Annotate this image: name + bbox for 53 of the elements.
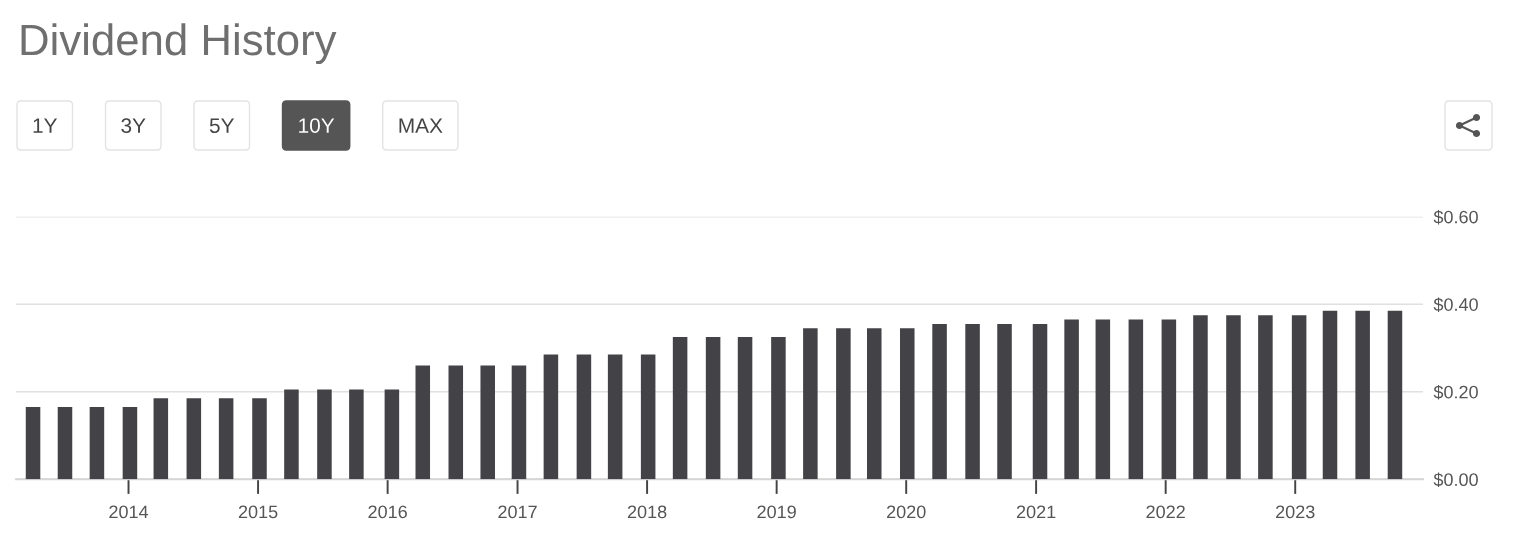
text: 1Y xyxy=(33,118,58,133)
text: MAX xyxy=(399,118,443,133)
bar xyxy=(1064,319,1079,480)
bar xyxy=(480,365,495,480)
bar xyxy=(543,354,559,480)
x-tick-label: 2022 xyxy=(1146,505,1185,519)
bar xyxy=(737,337,753,480)
y-tick-label: $0.00 xyxy=(1433,472,1478,488)
bar xyxy=(1128,319,1144,480)
text: 10Y xyxy=(299,118,335,134)
y-tick-label: $0.20 xyxy=(1433,384,1478,400)
bar xyxy=(1387,310,1403,480)
bar xyxy=(1226,315,1241,480)
bar xyxy=(349,389,364,480)
x-tick-label: 2016 xyxy=(368,505,407,519)
x-tick-label: 2017 xyxy=(498,505,537,519)
bar xyxy=(186,398,202,480)
text: 3Y xyxy=(121,118,146,134)
x-tick-label: 2014 xyxy=(109,505,149,519)
text: 5Y xyxy=(209,118,235,134)
x-tick-label: 2021 xyxy=(1016,505,1056,519)
y-tick-label: $0.40 xyxy=(1433,297,1478,313)
bar xyxy=(965,323,980,480)
x-tick-label: 2015 xyxy=(238,505,278,519)
bar xyxy=(1258,315,1273,480)
bar xyxy=(1095,319,1111,480)
bar xyxy=(57,407,73,480)
bar xyxy=(1193,315,1208,480)
x-tick-label: 2020 xyxy=(887,505,926,519)
bar xyxy=(317,389,332,480)
bar xyxy=(672,337,688,480)
x-tick-label: 2018 xyxy=(627,505,667,519)
bar xyxy=(997,323,1012,480)
chart-title: Dividend History xyxy=(21,23,337,65)
x-tick-label: 2023 xyxy=(1276,505,1315,519)
bar xyxy=(284,389,299,480)
bar xyxy=(705,337,721,480)
bar xyxy=(932,323,947,480)
bar xyxy=(153,398,169,480)
bar xyxy=(25,407,41,480)
bar xyxy=(89,407,105,480)
x-tick-label: 2019 xyxy=(757,505,796,519)
y-tick-label: $0.60 xyxy=(1433,209,1478,225)
bar xyxy=(803,328,818,480)
bar xyxy=(1322,310,1338,480)
bar xyxy=(576,354,592,480)
bar xyxy=(1355,310,1370,480)
bar xyxy=(415,365,431,480)
bar xyxy=(866,328,882,480)
bar xyxy=(836,328,851,480)
bar xyxy=(448,365,464,480)
bar xyxy=(218,398,234,480)
bar xyxy=(607,354,623,480)
